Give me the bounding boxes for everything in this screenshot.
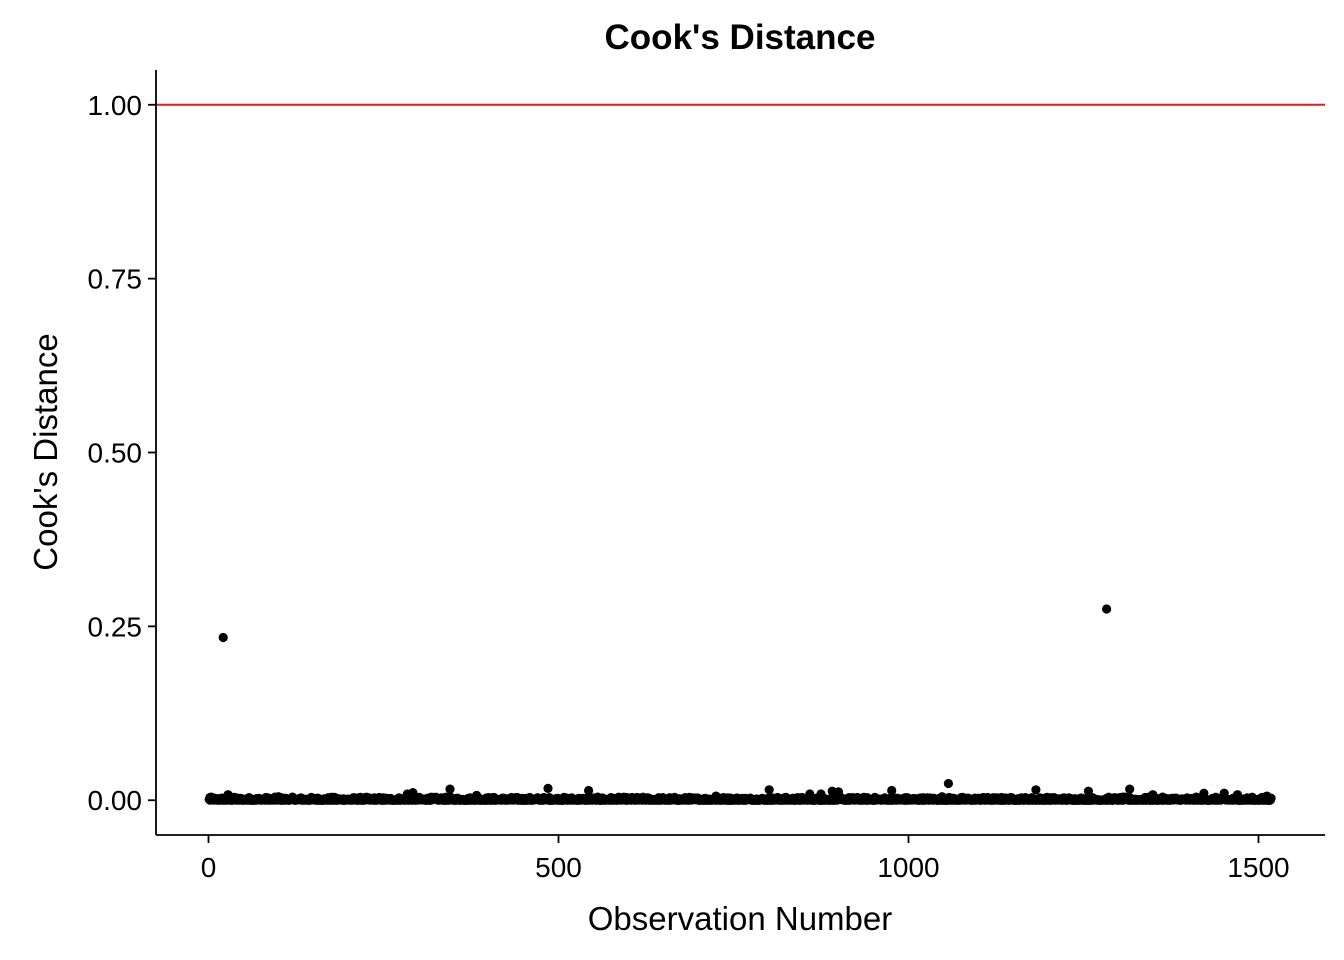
x-tick-label: 1500 [1227,852,1289,883]
data-point [1083,786,1093,796]
y-axis-title: Cook's Distance [27,333,64,570]
data-point [402,789,412,799]
data-point [543,783,553,794]
data-point [711,791,721,801]
y-tick-label: 0.00 [88,785,143,816]
data-point [218,632,228,643]
data-point [805,789,815,799]
data-point [833,787,844,797]
data-point [472,790,482,800]
x-tick-label: 0 [201,852,217,883]
data-point [205,792,215,803]
data-point [816,789,826,799]
data-point [1232,790,1243,800]
data-point [273,792,284,802]
plot-area [156,103,1325,805]
x-tick-label: 500 [535,852,582,883]
data-point [943,778,954,789]
y-tick-label: 0.50 [88,438,143,469]
data-point [887,785,897,796]
x-tick-label: 1000 [877,852,939,883]
data-point [764,785,774,795]
data-point [1262,791,1272,801]
data-point [1199,788,1209,798]
chart-title: Cook's Distance [605,18,876,57]
data-point [1031,785,1041,795]
data-point [223,790,233,800]
data-point [1125,784,1135,794]
x-axis-title: Observation Number [588,900,892,937]
data-point [1219,788,1229,798]
y-tick-label: 0.25 [88,611,143,642]
data-point [1102,604,1112,614]
y-axis-ticks: 0.00 0.25 0.50 0.75 1.00 [88,90,156,816]
data-point [584,785,594,796]
data-points [204,604,1276,805]
data-point [445,784,455,794]
x-axis-ticks: 0 500 1000 1500 [201,835,1290,883]
data-point [1148,790,1158,800]
data-point [937,792,947,802]
y-tick-label: 0.75 [88,264,143,295]
y-tick-label: 1.00 [88,90,143,121]
